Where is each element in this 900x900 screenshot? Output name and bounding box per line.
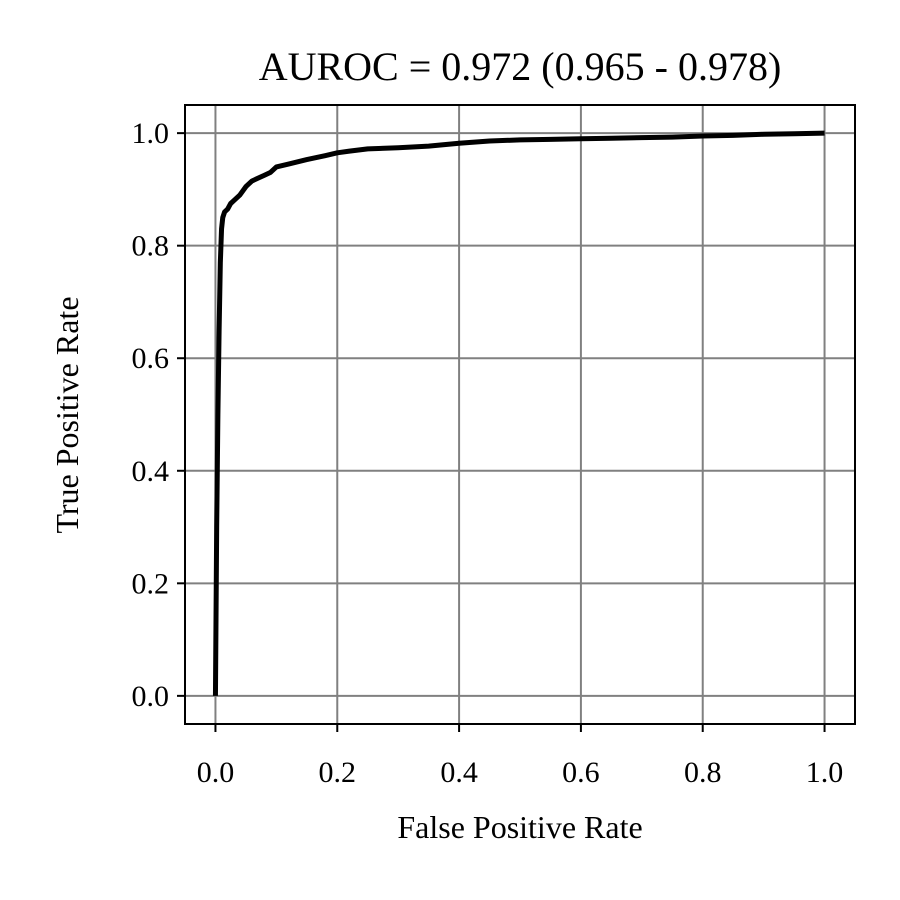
plot-frame (184, 104, 856, 725)
x-tick-label-0: 0.0 (197, 756, 235, 789)
y-tick-label-0: 0.0 (132, 680, 170, 713)
y-tick-label-3: 0.6 (132, 342, 170, 375)
roc-curve-line (212, 130, 825, 696)
x-axis-label: False Positive Rate (397, 809, 642, 845)
x-tick-label-4: 0.8 (684, 756, 722, 789)
y-tick-label-5: 1.0 (132, 117, 170, 150)
x-axis-ticks: 0.0 0.2 0.4 0.6 0.8 1.0 (197, 724, 844, 789)
grid-lines (185, 105, 855, 724)
x-tick-label-2: 0.4 (440, 756, 478, 789)
y-tick-label-4: 0.8 (132, 230, 170, 263)
x-tick-label-3: 0.6 (562, 756, 600, 789)
y-tick-label-1: 0.2 (132, 567, 170, 600)
y-tick-label-2: 0.4 (132, 455, 170, 488)
chart-title: AUROC = 0.972 (0.965 - 0.978) (259, 44, 782, 89)
x-tick-label-1: 0.2 (319, 756, 357, 789)
x-tick-label-5: 1.0 (806, 756, 844, 789)
y-axis-ticks: 0.0 0.2 0.4 0.6 0.8 1.0 (132, 117, 185, 713)
y-axis-label: True Positive Rate (49, 296, 85, 533)
